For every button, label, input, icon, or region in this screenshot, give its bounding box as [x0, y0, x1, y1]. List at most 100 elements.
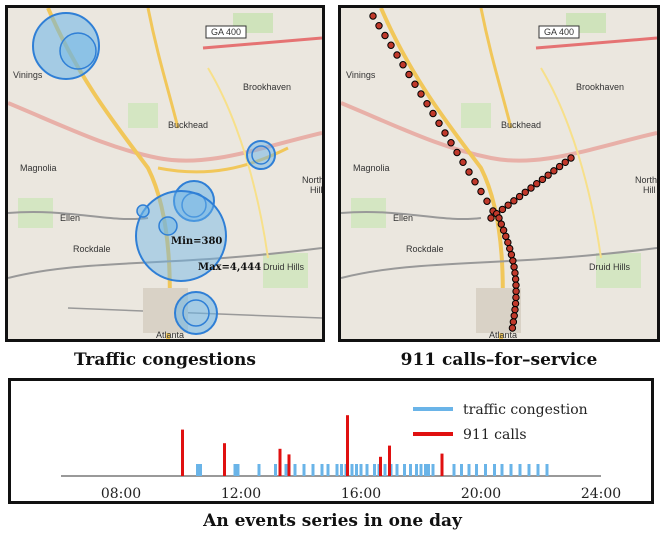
call-point	[381, 31, 389, 40]
traffic-event-bar	[311, 464, 315, 476]
call-point	[387, 41, 395, 49]
call-event-bar	[379, 456, 382, 476]
call-point	[495, 214, 503, 222]
place-label-hill: Hill	[310, 185, 322, 195]
call-point	[459, 158, 467, 166]
calls-map-caption: 911 calls–for–service	[400, 350, 598, 370]
call-point	[507, 250, 516, 259]
call-point	[512, 293, 520, 302]
traffic-event-bar	[452, 464, 456, 476]
call-point	[375, 22, 383, 30]
min-label: Min=380	[171, 236, 222, 247]
call-point	[453, 148, 461, 157]
traffic-event-bar	[500, 464, 504, 476]
traffic-congestion-map: GA 400 Vinings Brookhaven Buckhead Magno…	[5, 5, 325, 342]
call-point	[510, 263, 518, 271]
time-tick-label: 16:00	[341, 486, 381, 501]
call-point	[511, 275, 520, 283]
traffic-event-bar	[475, 464, 478, 476]
place-label-druid-hills: Druid Hills	[589, 262, 631, 272]
call-point	[510, 197, 518, 205]
call-point	[512, 287, 520, 296]
place-label-hill: Hill	[643, 185, 656, 195]
call-point	[504, 201, 512, 209]
call-point	[509, 318, 518, 326]
traffic-event-bar	[359, 464, 363, 476]
traffic-event-bar	[335, 464, 339, 476]
place-label-magnolia: Magnolia	[353, 163, 390, 173]
call-point	[483, 197, 491, 205]
congestion-circles	[32, 12, 276, 335]
call-bars	[181, 415, 444, 476]
traffic-event-bar	[527, 464, 531, 476]
traffic-event-bar	[350, 464, 354, 476]
calls-map-canvas: GA 400 Vinings Brookhaven Buckhead Magno…	[341, 8, 657, 339]
call-point	[405, 70, 413, 79]
traffic-event-bar	[340, 464, 343, 476]
traffic-event-bar	[233, 464, 237, 476]
call-event-bar	[181, 429, 184, 476]
traffic-event-bar	[284, 464, 288, 476]
traffic-map-caption: Traffic congestions	[74, 350, 256, 370]
traffic-event-bar	[509, 464, 513, 476]
traffic-bars	[196, 464, 549, 476]
call-point	[502, 232, 510, 241]
call-point	[477, 187, 485, 196]
call-point	[506, 244, 514, 253]
traffic-event-bar	[274, 464, 277, 476]
911-calls-map: GA 400 Vinings Brookhaven Buckhead Magno…	[338, 5, 660, 342]
call-point	[487, 214, 495, 222]
traffic-event-bar	[302, 464, 306, 476]
call-point	[423, 100, 431, 108]
call-point	[527, 184, 535, 192]
traffic-event-bar	[427, 464, 430, 476]
call-point	[511, 299, 520, 308]
traffic-event-bar	[467, 464, 471, 476]
call-point	[510, 312, 518, 320]
call-event-bar	[278, 448, 282, 476]
call-point	[435, 119, 443, 127]
traffic-event-bar	[199, 464, 202, 476]
call-point	[498, 205, 507, 214]
traffic-event-bar	[373, 464, 376, 476]
traffic-map-canvas: GA 400 Vinings Brookhaven Buckhead Magno…	[8, 8, 322, 339]
call-point	[417, 90, 425, 98]
place-label-rockdale: Rockdale	[406, 244, 444, 254]
call-point	[411, 80, 419, 88]
traffic-event-bar	[320, 464, 324, 476]
call-event-bar	[440, 453, 444, 476]
call-point	[471, 178, 479, 186]
call-point	[515, 192, 524, 201]
traffic-event-bar	[196, 464, 199, 476]
call-point	[499, 226, 508, 234]
place-label-brookhaven: Brookhaven	[576, 82, 624, 92]
traffic-event-bar	[424, 464, 427, 476]
call-point	[429, 109, 437, 118]
time-tick-labels: 08:00 12:00 16:00 20:00 24:00	[101, 486, 621, 501]
place-label-druid-hills: Druid Hills	[263, 262, 305, 272]
call-point	[567, 154, 575, 162]
traffic-event-bar	[545, 464, 549, 476]
timeline-chart: 08:00 12:00 16:00 20:00 24:00 traffic conges…	[61, 402, 621, 501]
traffic-event-bar	[493, 464, 496, 476]
traffic-event-bar	[460, 464, 463, 476]
place-label-vinings: Vinings	[13, 70, 43, 80]
traffic-event-bar	[403, 464, 406, 476]
place-label-atlanta: Atlanta	[156, 330, 184, 339]
call-point	[561, 158, 569, 166]
traffic-event-bar	[236, 464, 240, 476]
call-point	[393, 51, 401, 59]
call-point	[447, 139, 455, 147]
place-label-vinings: Vinings	[346, 70, 376, 80]
ga400-label: GA 400	[211, 27, 241, 37]
call-point	[369, 12, 377, 20]
timeline-legend: traffic congestion 911 calls	[413, 402, 588, 443]
legend-label-calls: 911 calls	[463, 427, 527, 443]
traffic-event-bar	[415, 464, 418, 476]
place-label-buckhead: Buckhead	[501, 120, 541, 130]
call-event-bar	[223, 443, 226, 476]
traffic-event-bar	[257, 464, 261, 476]
call-point	[521, 188, 529, 196]
time-tick-label: 08:00	[101, 486, 141, 501]
timeline-caption: An events series in one day	[203, 511, 462, 531]
